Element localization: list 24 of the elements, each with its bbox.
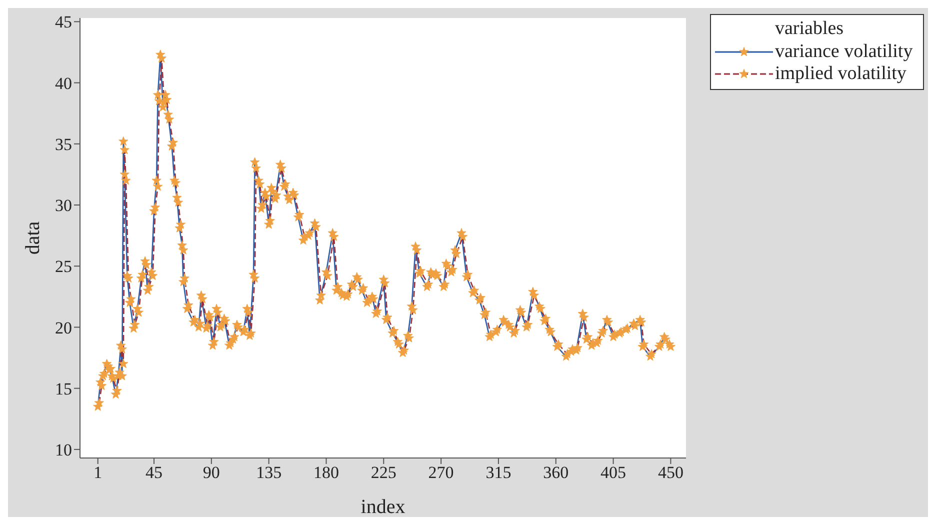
x-tick-label: 270 (428, 463, 454, 482)
y-tick-label: 20 (55, 318, 72, 338)
x-tick-label: 225 (370, 463, 396, 482)
x-axis-title: index (360, 496, 406, 518)
x-tick-label: 1 (94, 463, 102, 482)
x-tick-label: 90 (202, 463, 220, 482)
y-tick-label: 40 (55, 74, 72, 93)
y-tick-label: 10 (55, 440, 72, 460)
y-tick-label: 30 (55, 196, 72, 216)
x-tick-label: 45 (145, 463, 162, 482)
x-tick-label: 135 (256, 463, 282, 482)
y-tick-label: 25 (55, 257, 72, 276)
y-axis-title: data (22, 221, 44, 255)
x-tick-label: 450 (658, 463, 684, 482)
legend-label: variance volatility (775, 41, 913, 63)
legend-title: variables (774, 17, 845, 41)
y-tick-label: 35 (55, 134, 72, 154)
y-tick-label: 15 (55, 379, 72, 398)
x-tick-label: 180 (313, 463, 339, 482)
x-tick-label: 360 (543, 463, 569, 482)
x-tick-label: 315 (486, 463, 512, 482)
x-tick-label: 405 (600, 463, 626, 482)
legend-label: implied volatility (775, 63, 906, 85)
y-tick-label: 45 (55, 12, 72, 32)
